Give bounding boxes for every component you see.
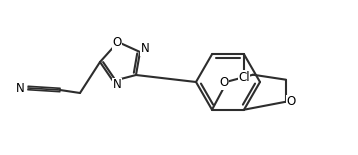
Text: N: N bbox=[141, 42, 149, 55]
Text: O: O bbox=[286, 95, 296, 108]
Text: Cl: Cl bbox=[238, 71, 250, 84]
Text: N: N bbox=[113, 78, 121, 91]
Text: O: O bbox=[112, 36, 122, 49]
Text: N: N bbox=[16, 82, 25, 95]
Text: O: O bbox=[219, 76, 229, 89]
